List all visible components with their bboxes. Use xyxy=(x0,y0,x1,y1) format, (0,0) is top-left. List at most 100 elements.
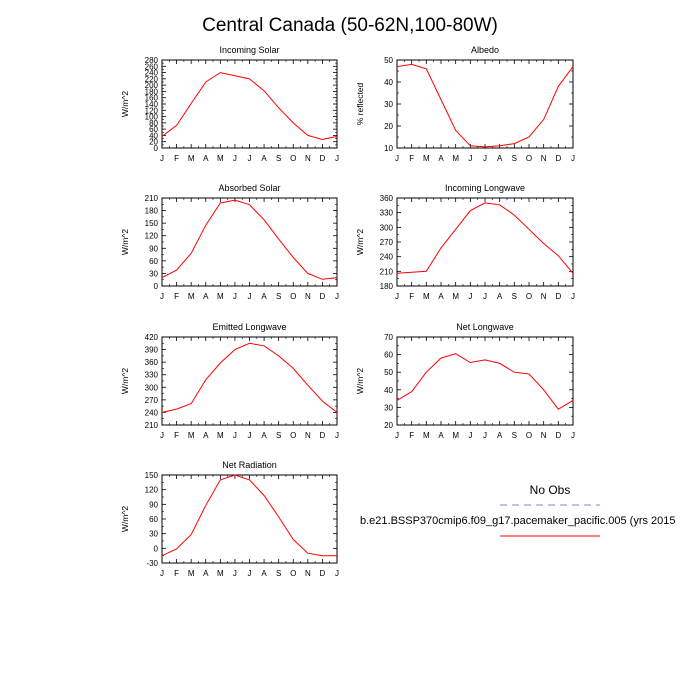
y-tick-label: 50 xyxy=(384,56,393,65)
x-tick-label: A xyxy=(261,154,267,163)
y-tick-label: 20 xyxy=(149,138,158,147)
series-line xyxy=(396,202,574,274)
legend-title: No Obs xyxy=(530,483,571,497)
y-tick-label: -30 xyxy=(146,559,158,568)
x-tick-label: D xyxy=(320,569,326,578)
x-tick-label: S xyxy=(512,154,517,163)
y-tick-label: 0 xyxy=(154,144,159,153)
x-tick-label: A xyxy=(203,569,209,578)
x-tick-label: M xyxy=(217,292,224,301)
y-tick-label: 300 xyxy=(145,383,159,392)
x-tick-label: M xyxy=(452,431,459,440)
y-tick-label: 210 xyxy=(145,421,159,430)
x-tick-label: A xyxy=(203,154,209,163)
legend-model-label: b.e21.BSSP370cmip6.f09_g17.pacemaker_pac… xyxy=(360,515,676,527)
plot-frame xyxy=(396,59,574,149)
x-tick-label: J xyxy=(571,292,575,301)
y-tick-label: 60 xyxy=(149,515,158,524)
panel-title: Absorbed Solar xyxy=(218,183,280,193)
x-tick-label: J xyxy=(335,292,339,301)
panel-title: Emitted Longwave xyxy=(212,322,286,332)
y-tick-label: 60 xyxy=(384,351,393,360)
x-tick-label: J xyxy=(233,292,237,301)
y-tick-label: 30 xyxy=(149,530,158,539)
x-tick-label: N xyxy=(541,154,547,163)
legend: No Obs b.e21.BSSP370cmip6.f09_g17.pacema… xyxy=(360,483,676,537)
panel-title: Net Radiation xyxy=(222,460,277,470)
figure-title: Central Canada (50-62N,100-80W) xyxy=(202,15,498,36)
y-axis-label: W/m^2 xyxy=(120,506,130,532)
y-tick-label: 150 xyxy=(145,219,159,228)
x-tick-label: S xyxy=(512,431,517,440)
x-tick-label: J xyxy=(233,154,237,163)
x-tick-label: J xyxy=(248,431,252,440)
x-tick-label: N xyxy=(305,154,311,163)
x-tick-label: J xyxy=(160,292,164,301)
x-tick-label: A xyxy=(497,154,503,163)
y-axis-label: % reflected xyxy=(355,82,365,125)
x-tick-label: D xyxy=(320,431,326,440)
plot-frame xyxy=(161,59,338,149)
y-tick-label: 50 xyxy=(384,368,393,377)
x-tick-label: A xyxy=(497,431,503,440)
y-tick-label: 40 xyxy=(384,386,393,395)
y-tick-label: 420 xyxy=(145,333,159,342)
x-tick-label: J xyxy=(335,431,339,440)
x-tick-label: J xyxy=(335,154,339,163)
x-tick-label: S xyxy=(276,431,281,440)
x-tick-label: F xyxy=(174,569,179,578)
y-axis-label: W/m^2 xyxy=(120,368,130,394)
y-tick-label: 90 xyxy=(149,500,158,509)
series-line xyxy=(396,353,574,410)
x-tick-label: J xyxy=(160,154,164,163)
x-tick-label: N xyxy=(305,569,311,578)
y-tick-label: 120 xyxy=(145,232,159,241)
series-line xyxy=(396,63,574,148)
plot-frame xyxy=(161,336,338,426)
y-tick-label: 0 xyxy=(154,544,159,553)
y-tick-label: 60 xyxy=(149,257,158,266)
y-tick-label: 90 xyxy=(149,244,158,253)
y-tick-label: 180 xyxy=(145,87,159,96)
panel-title: Incoming Solar xyxy=(219,45,279,55)
x-tick-label: J xyxy=(248,154,252,163)
y-tick-label: 120 xyxy=(145,486,159,495)
y-tick-label: 260 xyxy=(145,62,159,71)
x-tick-label: N xyxy=(305,292,311,301)
x-tick-label: M xyxy=(217,154,224,163)
x-tick-label: J xyxy=(160,431,164,440)
y-tick-label: 150 xyxy=(145,471,159,480)
y-tick-label: 240 xyxy=(145,408,159,417)
y-tick-label: 210 xyxy=(145,194,159,203)
x-tick-label: A xyxy=(438,292,444,301)
y-tick-label: 270 xyxy=(145,396,159,405)
x-tick-label: J xyxy=(335,569,339,578)
x-tick-label: M xyxy=(423,154,430,163)
y-tick-label: 270 xyxy=(380,238,394,247)
x-tick-label: A xyxy=(203,292,209,301)
y-tick-label: 40 xyxy=(384,78,393,87)
x-tick-label: O xyxy=(290,431,296,440)
x-tick-label: D xyxy=(555,431,561,440)
x-tick-label: O xyxy=(290,292,296,301)
y-tick-label: 80 xyxy=(149,119,158,128)
y-tick-label: 40 xyxy=(149,131,158,140)
x-tick-label: M xyxy=(423,292,430,301)
y-tick-label: 180 xyxy=(380,282,394,291)
y-tick-label: 210 xyxy=(380,267,394,276)
x-tick-label: O xyxy=(526,154,532,163)
x-tick-label: N xyxy=(541,431,547,440)
y-tick-label: 140 xyxy=(145,100,159,109)
x-tick-label: J xyxy=(248,569,252,578)
y-tick-label: 360 xyxy=(145,358,159,367)
plot-frame xyxy=(161,197,338,287)
x-tick-label: F xyxy=(174,154,179,163)
